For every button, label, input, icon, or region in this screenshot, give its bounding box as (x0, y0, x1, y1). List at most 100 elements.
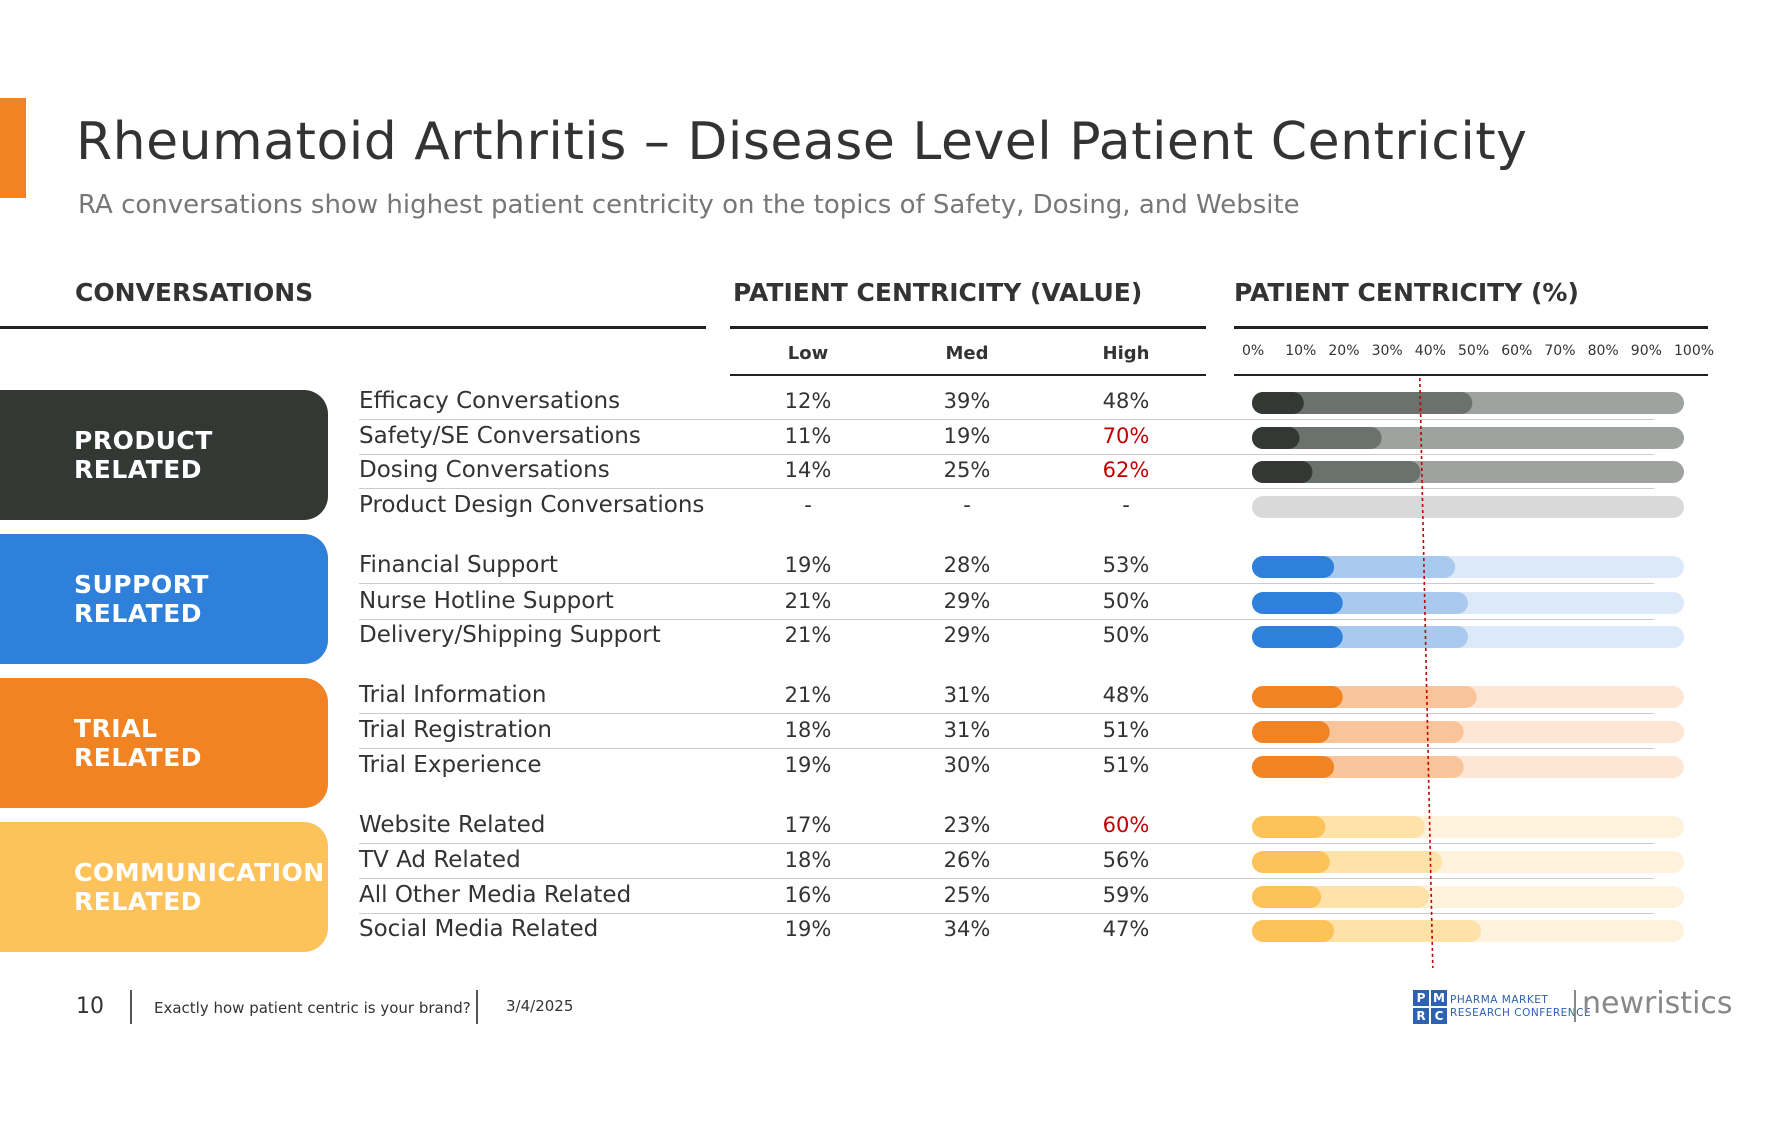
low-value: 19% (784, 917, 832, 941)
high-value: 50% (1102, 623, 1150, 647)
row-divider (359, 713, 1654, 714)
bar-low (1252, 886, 1322, 908)
high-value: 62% (1102, 458, 1150, 482)
high-value: - (1122, 493, 1130, 517)
low-value: 17% (784, 813, 832, 837)
low-value: 21% (784, 623, 832, 647)
bar-low (1252, 816, 1326, 838)
axis-tick-label: 50% (1458, 343, 1490, 359)
table-row: Product Design Conversations - - - (0, 488, 1776, 523)
high-value: 48% (1102, 683, 1150, 707)
value-header: PATIENT CENTRICITY (VALUE) (733, 278, 1143, 307)
bar-low (1252, 556, 1335, 578)
low-value: 14% (784, 458, 832, 482)
table-row: All Other Media Related 16% 25% 59% (0, 878, 1776, 914)
table-row: Financial Support 19% 28% 53% (0, 548, 1776, 584)
row-label: Delivery/Shipping Support (359, 622, 661, 648)
table-row: Trial Experience 19% 30% 51% (0, 748, 1776, 783)
category-label: TRIAL RELATED (74, 714, 203, 772)
row-divider (359, 454, 1654, 455)
axis-tick-label: 100% (1674, 343, 1715, 359)
bar-empty (1252, 496, 1684, 518)
pct-subrule (1234, 374, 1708, 376)
row-label: Social Media Related (359, 916, 599, 942)
med-value: 39% (943, 389, 991, 413)
row-divider (359, 488, 1654, 489)
bar-low (1252, 721, 1330, 743)
med-value: 31% (943, 718, 991, 742)
row-label: Website Related (359, 812, 546, 838)
footer-divider (130, 990, 132, 1024)
pmrc-logo: P M R C (1413, 990, 1447, 1024)
row-label: All Other Media Related (359, 882, 632, 908)
axis-tick-label: 60% (1501, 343, 1533, 359)
high-value: 51% (1102, 753, 1150, 777)
logo-letter: P (1413, 990, 1429, 1006)
low-value: 18% (784, 848, 832, 872)
bar-low (1252, 392, 1304, 414)
category-trial: TRIAL RELATED (0, 678, 328, 808)
high-value: 48% (1102, 389, 1150, 413)
high-value: 51% (1102, 718, 1150, 742)
med-value: 34% (943, 917, 991, 941)
low-value: 21% (784, 589, 832, 613)
axis-tick-label: 10% (1285, 343, 1317, 359)
value-subrule (730, 374, 1206, 376)
table-row: TV Ad Related 18% 26% 56% (0, 843, 1776, 879)
bar-low (1252, 851, 1330, 873)
pct-rule (1234, 326, 1708, 329)
category-support: SUPPORT RELATED (0, 534, 328, 664)
row-label: Nurse Hotline Support (359, 588, 614, 614)
logo-letter: R (1413, 1008, 1429, 1024)
row-label: Trial Registration (359, 717, 553, 743)
high-value: 56% (1102, 848, 1150, 872)
high-value: 47% (1102, 917, 1150, 941)
row-label: Trial Experience (359, 752, 542, 778)
table-row: Website Related 17% 23% 60% (0, 808, 1776, 844)
low-value: 16% (784, 883, 832, 907)
row-label: Safety/SE Conversations (359, 423, 641, 449)
low-value: 18% (784, 718, 832, 742)
bar-low (1252, 461, 1313, 483)
col-med: Med (945, 343, 989, 364)
low-value: 19% (784, 553, 832, 577)
row-divider (359, 913, 1654, 914)
med-value: 26% (943, 848, 991, 872)
high-value: 50% (1102, 589, 1150, 613)
table-row: Nurse Hotline Support 21% 29% 50% (0, 584, 1776, 620)
low-value: - (804, 493, 812, 517)
row-label: Product Design Conversations (359, 492, 705, 518)
med-value: 28% (943, 553, 991, 577)
med-value: 29% (943, 623, 991, 647)
bar-low (1252, 920, 1335, 942)
table-row: Trial Registration 18% 31% 51% (0, 713, 1776, 749)
row-label: TV Ad Related (359, 847, 521, 873)
row-divider (359, 619, 1654, 620)
logo-letter: M (1431, 990, 1447, 1006)
row-label: Trial Information (359, 682, 547, 708)
axis-tick-label: 30% (1371, 343, 1403, 359)
pmrc-logo-text: PHARMA MARKET RESEARCH CONFERENCE (1450, 994, 1592, 1019)
row-label: Financial Support (359, 552, 558, 578)
axis-tick-label: 20% (1328, 343, 1360, 359)
axis-tick-label: 90% (1630, 343, 1662, 359)
accent-bar (0, 98, 26, 198)
med-value: 31% (943, 683, 991, 707)
footer-text: Exactly how patient centric is your bran… (154, 999, 471, 1017)
bar-low (1252, 686, 1343, 708)
page-number: 10 (76, 994, 104, 1019)
high-value: 60% (1102, 813, 1150, 837)
axis-ticks: 0% 10% 20% 30% 40% 50% 60% 70% 80% 90% 100% (1236, 343, 1714, 363)
low-value: 21% (784, 683, 832, 707)
table-row: Social Media Related 19% 34% 47% (0, 912, 1776, 947)
med-value: 25% (943, 883, 991, 907)
table-row: Delivery/Shipping Support 21% 29% 50% (0, 618, 1776, 653)
high-value: 59% (1102, 883, 1150, 907)
page-subtitle: RA conversations show highest patient ce… (78, 190, 1300, 220)
pct-header: PATIENT CENTRICITY (%) (1234, 278, 1579, 307)
row-divider (359, 878, 1654, 879)
value-rule (730, 326, 1206, 329)
category-label: SUPPORT RELATED (74, 570, 209, 628)
category-product: PRODUCT RELATED (0, 390, 328, 520)
